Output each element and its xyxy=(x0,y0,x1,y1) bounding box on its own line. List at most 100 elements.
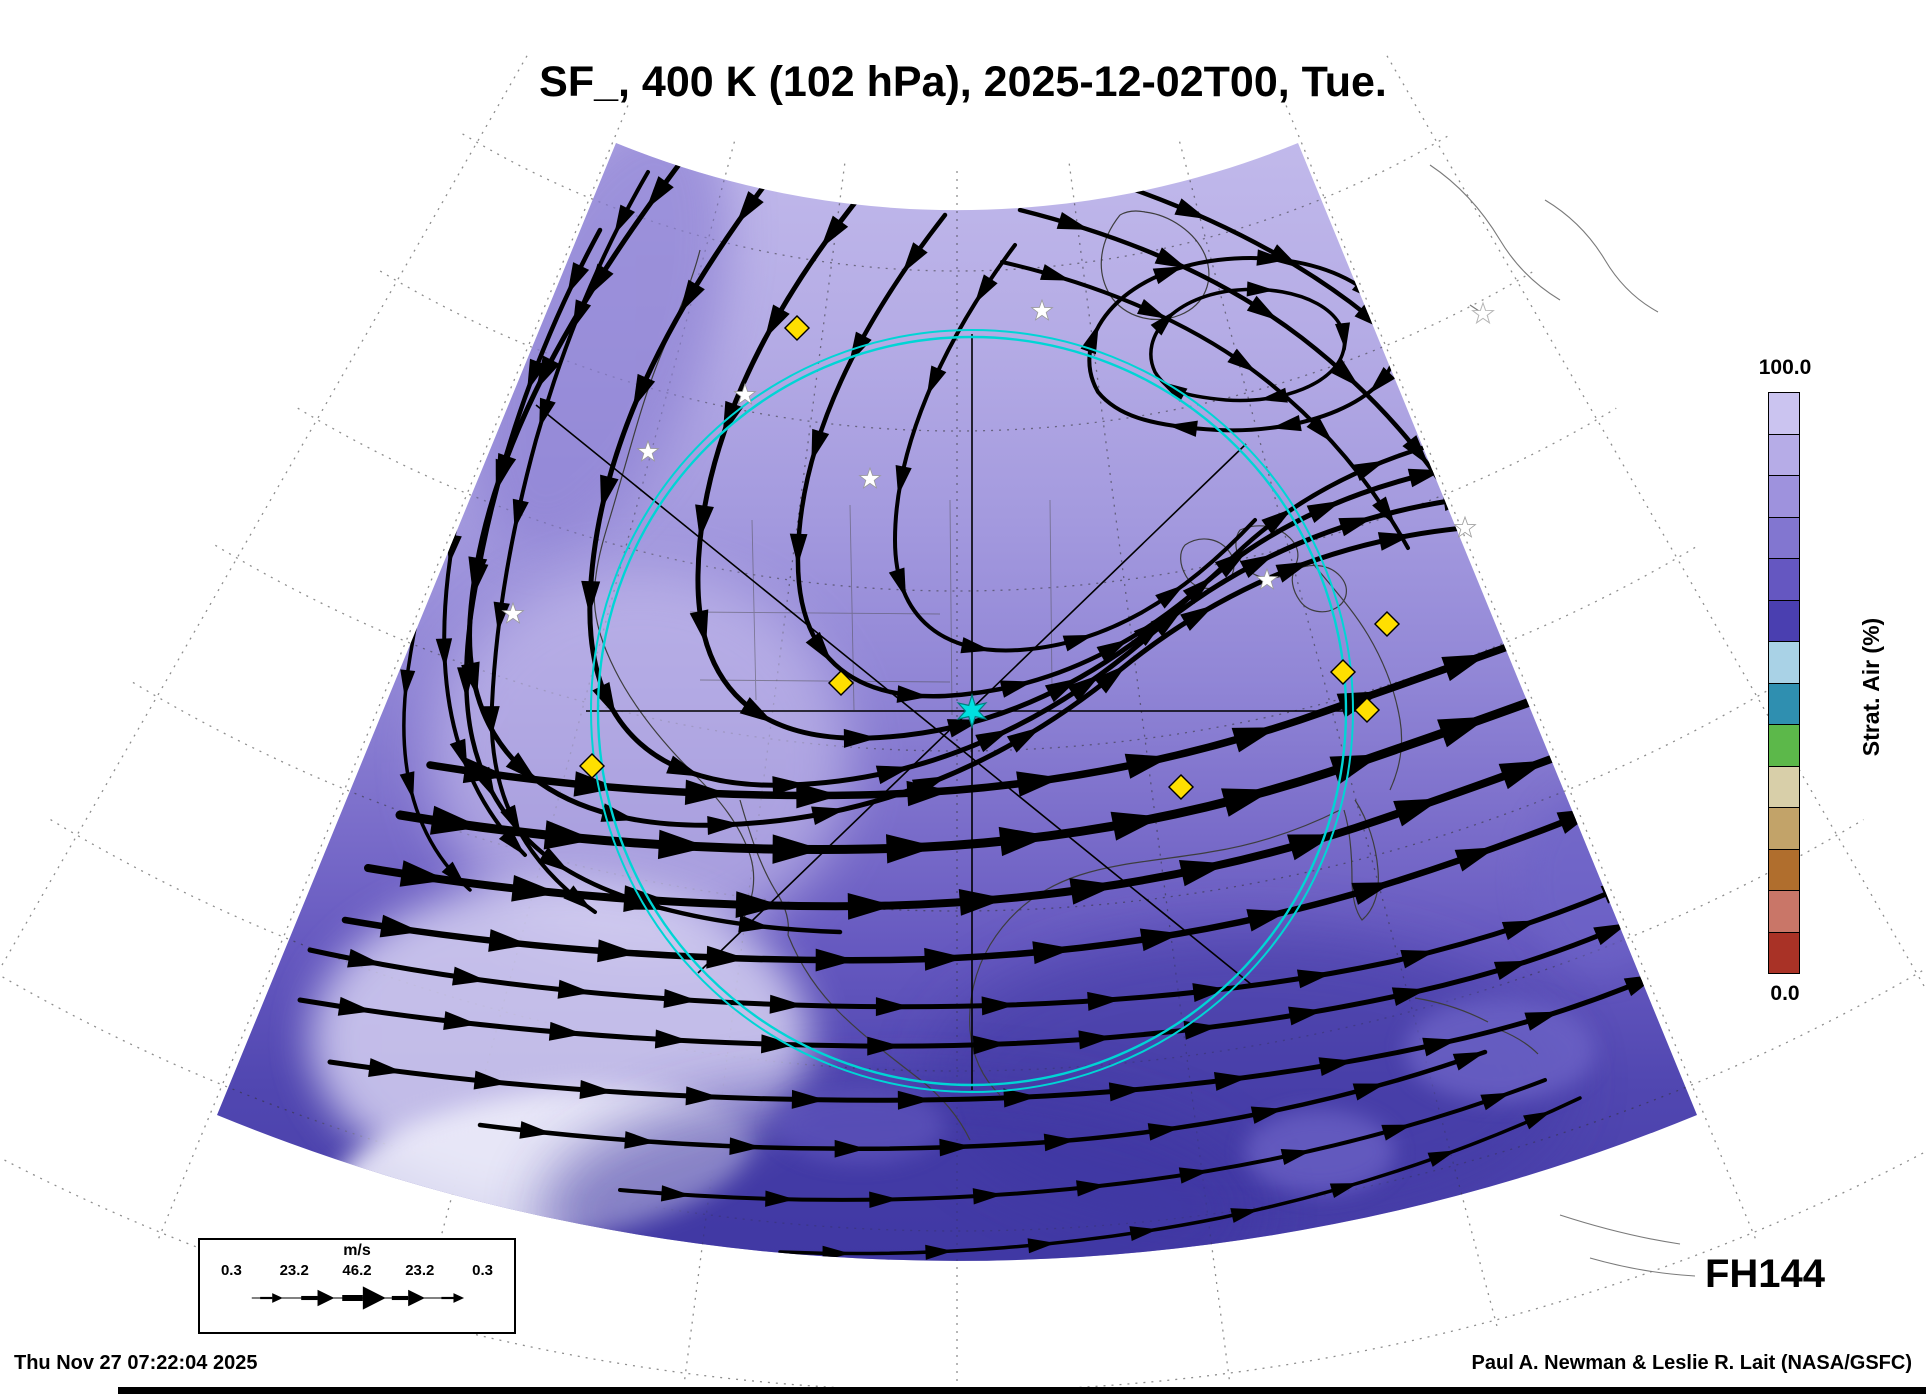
station-diamond-marker xyxy=(827,669,855,697)
flow-arrowhead-icon xyxy=(1078,1030,1114,1050)
flow-arrowhead-icon xyxy=(1480,1092,1512,1111)
flow-arrowhead-icon xyxy=(769,994,804,1014)
flow-arrowhead-icon xyxy=(1422,1037,1458,1057)
flow-arrowhead-icon xyxy=(867,1036,902,1056)
state-borders xyxy=(689,499,1053,716)
station-star-marker xyxy=(1030,298,1054,321)
flow-arrowhead-icon xyxy=(975,729,1011,753)
flow-arrowhead-icon xyxy=(614,204,636,235)
flow-arrowhead-icon xyxy=(1180,605,1215,631)
colorbar-max-label: 100.0 xyxy=(1758,356,1812,379)
flow-arrowhead-icon xyxy=(1441,654,1488,682)
flow-arrowhead-icon xyxy=(449,738,468,770)
flow-arrowhead-icon xyxy=(1096,639,1129,663)
flow-arrowhead-icon xyxy=(1154,247,1188,269)
flow-arrowhead-icon xyxy=(1227,348,1257,373)
center-star-marker xyxy=(956,692,988,730)
flow-arrowhead-icon xyxy=(1213,1072,1249,1091)
flow-arrowhead-icon xyxy=(1108,1082,1144,1102)
flow-arrowhead-icon xyxy=(399,860,448,887)
colorbar-segment xyxy=(1769,433,1799,475)
flow-arrowhead-icon xyxy=(1027,1238,1056,1254)
flow-arrowhead-icon xyxy=(791,1089,826,1109)
colorbar-min-label: 0.0 xyxy=(1770,982,1800,1005)
flow-arrowhead-icon xyxy=(1329,1183,1359,1199)
flow-arrowhead-icon xyxy=(1381,1124,1413,1141)
wind-speed-value: 0.3 xyxy=(472,1262,494,1279)
flow-arrowhead-icon xyxy=(457,667,475,700)
flow-arrowhead-icon xyxy=(1214,550,1248,578)
flow-arrowhead-icon xyxy=(519,1121,553,1139)
flow-arrowhead-icon xyxy=(1139,928,1182,952)
flow-arrowhead-icon xyxy=(1427,1150,1457,1167)
flow-arrowhead-icon xyxy=(1523,1111,1552,1130)
flow-arrowhead-icon xyxy=(666,755,702,777)
flow-arrowhead-icon xyxy=(470,431,487,463)
flow-arrowhead-icon xyxy=(1306,500,1342,524)
flow-arrowhead-icon xyxy=(1524,1011,1560,1031)
station-diamond-marker xyxy=(578,752,606,780)
flow-arrowhead-icon xyxy=(1239,554,1275,579)
flow-arrowhead-icon xyxy=(399,771,415,800)
flow-arrowhead-icon xyxy=(1182,576,1213,605)
flow-arrowhead-icon xyxy=(924,947,965,971)
flow-arrowhead-icon xyxy=(543,820,595,850)
flow-arrowhead-icon xyxy=(632,373,656,409)
flow-arrowhead-icon xyxy=(1558,412,1591,430)
flow-arrowhead-icon xyxy=(368,1058,404,1078)
colorbar-segment xyxy=(1769,682,1799,724)
streamline xyxy=(341,761,1697,964)
flow-arrowhead-icon xyxy=(1032,941,1074,965)
flow-arrowhead-icon xyxy=(1256,249,1287,266)
flow-arrowhead-icon xyxy=(958,889,1007,916)
flow-arrowhead-icon xyxy=(1288,1006,1324,1026)
flow-arrowhead-icon xyxy=(926,365,947,397)
flow-arrowhead-icon xyxy=(1275,561,1311,583)
flow-arrowhead-icon xyxy=(1124,753,1171,779)
flow-arrowhead-icon xyxy=(600,474,619,510)
station-diamond-marker xyxy=(1329,658,1357,686)
flow-arrowhead-icon xyxy=(764,304,790,339)
flow-arrowhead-icon xyxy=(579,1079,615,1099)
flow-arrowhead-icon xyxy=(1129,1226,1158,1242)
flow-arrowhead-icon xyxy=(1306,415,1333,443)
flow-arrowhead-icon xyxy=(548,1021,584,1041)
flow-arrowhead-icon xyxy=(337,996,373,1016)
wind-legend-arrows-icon xyxy=(251,1286,465,1310)
flow-arrowhead-icon xyxy=(684,779,730,806)
flow-arrowhead-icon xyxy=(483,706,500,736)
flow-arrowhead-icon xyxy=(1076,1180,1107,1197)
flow-arrowhead-icon xyxy=(1351,882,1394,905)
flow-arrowhead-icon xyxy=(875,765,912,785)
station-star-marker xyxy=(733,382,757,405)
flow-arrowhead-icon xyxy=(1062,634,1094,652)
station-star-marker-outline xyxy=(1471,301,1495,325)
flow-arrowhead-icon xyxy=(707,816,742,835)
flow-arrowhead-icon xyxy=(896,685,930,703)
station-diamond-marker xyxy=(1353,696,1381,724)
flow-arrowhead-icon xyxy=(1493,960,1530,980)
streamline xyxy=(778,1096,1582,1256)
generation-timestamp: Thu Nov 27 07:22:04 2025 xyxy=(14,1352,258,1374)
flow-arrowhead-icon xyxy=(796,782,841,809)
flow-arrowhead-icon xyxy=(706,945,747,969)
flow-arrowhead-icon xyxy=(1352,1083,1386,1101)
flow-arrowhead-icon xyxy=(1259,387,1288,403)
flow-arrowhead-icon xyxy=(972,1188,1003,1205)
flow-arrowhead-icon xyxy=(1044,678,1080,703)
flow-arrowhead-icon xyxy=(1159,381,1188,402)
flow-arrowhead-icon xyxy=(1192,983,1228,1003)
flow-arrowhead-icon xyxy=(646,176,674,210)
flow-arrowhead-icon xyxy=(1067,674,1101,702)
flow-arrowhead-icon xyxy=(435,638,453,669)
streamline xyxy=(395,643,1680,854)
wind-arrow-head-icon xyxy=(362,1286,386,1310)
colorbar-segment xyxy=(1769,393,1799,434)
flow-arrowhead-icon xyxy=(600,803,636,822)
flow-arrowhead-icon xyxy=(495,458,513,492)
flow-arrowhead-icon xyxy=(493,601,510,633)
bottom-border-bar xyxy=(118,1387,1926,1394)
flow-arrowhead-icon xyxy=(1452,1051,1486,1071)
colorbar-segment xyxy=(1769,599,1799,641)
flow-arrowhead-icon xyxy=(689,609,709,645)
